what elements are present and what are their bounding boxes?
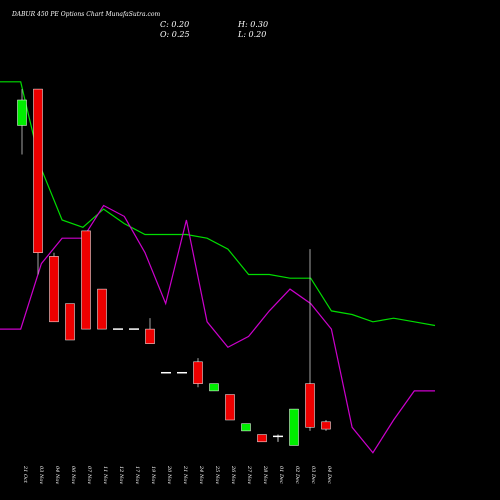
x-tick-label: 26 Nov — [230, 465, 236, 484]
low-value-label: L: 0.20 — [237, 30, 266, 39]
candle-body — [97, 288, 107, 330]
x-tick-label: 04 Nov — [54, 466, 60, 484]
candle-body — [49, 256, 59, 323]
x-tick-label: 25 Nov — [214, 465, 220, 484]
x-axis-ticks: 21 Oct 03 Nov 04 Nov 06 Nov 07 Nov 11 Nov 12 N… — [22, 465, 332, 484]
candle — [305, 249, 315, 431]
x-tick-label: 02 Dec — [294, 466, 300, 484]
candle — [145, 318, 155, 344]
candles-group — [17, 88, 331, 446]
candle-body — [289, 408, 299, 446]
moving-average-line-2 — [0, 204, 435, 454]
candle — [81, 230, 91, 330]
candle — [321, 420, 331, 431]
x-tick-label: 04 Dec — [326, 466, 332, 484]
candle — [49, 252, 59, 323]
candle — [17, 89, 27, 155]
candle — [241, 423, 251, 432]
x-tick-label: 17 Nov — [134, 466, 140, 484]
x-tick-label: 19 Nov — [150, 466, 156, 484]
moving-average-line-1 — [0, 81, 436, 327]
x-tick-label: 11 Nov — [102, 466, 108, 484]
candle — [33, 88, 43, 275]
x-tick-label: 28 Nov — [262, 465, 268, 484]
candle — [97, 288, 107, 330]
candle — [289, 408, 299, 446]
candle-body — [257, 434, 267, 443]
x-tick-label: 03 Nov — [38, 466, 44, 484]
x-tick-label: 21 Nov — [182, 465, 188, 484]
x-tick-label: 21 Oct — [22, 465, 28, 484]
candle-body — [145, 328, 155, 344]
candle-body — [81, 230, 91, 330]
close-value-label: C: 0.20 — [160, 20, 189, 29]
candle — [65, 303, 75, 341]
x-tick-label: 07 Nov — [86, 466, 92, 484]
candle-body — [33, 88, 43, 253]
x-tick-label: 20 Nov — [166, 465, 172, 484]
candle-body — [305, 383, 315, 428]
x-tick-label: 12 Nov — [118, 466, 124, 484]
open-value-label: O: 0.25 — [160, 30, 190, 39]
x-tick-label: 27 Nov — [246, 465, 252, 484]
candle-body — [241, 423, 251, 432]
candle — [209, 383, 219, 392]
moving-average-lines — [0, 81, 436, 454]
candle — [257, 434, 267, 443]
high-value-label: H: 0.30 — [237, 20, 268, 29]
x-tick-label: 03 Dec — [310, 466, 316, 484]
candle-body — [225, 394, 235, 421]
x-tick-label: 01 Dec — [278, 466, 284, 484]
candle — [273, 434, 283, 442]
x-tick-label: 24 Nov — [198, 465, 204, 484]
candle-body — [17, 99, 27, 126]
candle — [225, 394, 235, 421]
chart-title: DABUR 450 PE Options Chart MunafaSutra.c… — [11, 11, 160, 18]
candle-body — [65, 303, 75, 341]
candle-body — [209, 383, 219, 392]
candle-body — [321, 421, 331, 430]
candle-body — [193, 361, 203, 384]
x-tick-label: 06 Nov — [70, 466, 76, 484]
candle — [193, 358, 203, 388]
